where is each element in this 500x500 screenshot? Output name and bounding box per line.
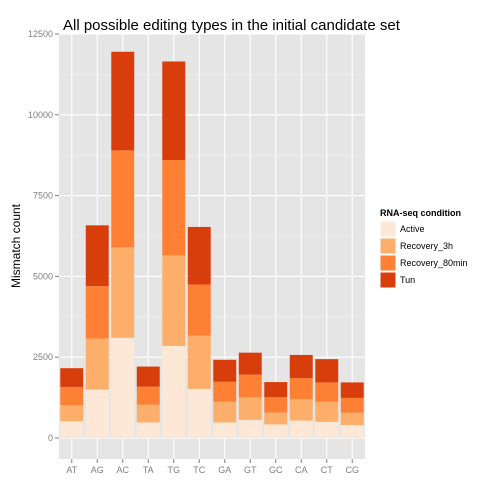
- x-tick-label: GT: [244, 465, 257, 475]
- legend-key-Recovery_3h: [379, 237, 397, 255]
- bar-TA-Recovery_80min: [136, 386, 160, 405]
- bar-TA-Active: [136, 422, 160, 438]
- bar-TC-Active: [187, 388, 211, 438]
- y-tick-label: 5000: [33, 271, 53, 281]
- bar-TG-Recovery_80min: [162, 160, 186, 256]
- bar-CT-Recovery_80min: [315, 382, 339, 402]
- chart-title: All possible editing types in the initia…: [63, 17, 401, 34]
- bar-GC-Tun: [264, 382, 288, 398]
- bar-CA-Recovery_3h: [289, 399, 313, 421]
- bar-CT-Recovery_3h: [315, 401, 339, 422]
- bar-TG-Recovery_3h: [162, 255, 186, 346]
- bar-AG-Tun: [85, 225, 109, 287]
- bar-AT-Tun: [60, 368, 84, 387]
- x-tick-label: CG: [346, 465, 360, 475]
- y-tick-label: 7500: [33, 191, 53, 201]
- bar-AG-Recovery_3h: [85, 338, 109, 390]
- bar-CG-Active: [340, 425, 364, 438]
- legend-label: Recovery_3h: [400, 241, 453, 251]
- bar-AC-Recovery_80min: [111, 150, 135, 248]
- legend-items: Active Recovery_3h Recovery_80min Tun: [379, 220, 468, 289]
- bar-GT-Recovery_80min: [238, 374, 262, 398]
- bar-CA-Tun: [289, 354, 313, 379]
- bar-GA-Tun: [213, 359, 237, 382]
- x-tick-label: TA: [143, 465, 154, 475]
- bar-GA-Active: [213, 422, 237, 438]
- bar-GA-Recovery_3h: [213, 401, 237, 423]
- x-tick-label: CT: [321, 465, 333, 475]
- x-tick-label: CA: [295, 465, 308, 475]
- bar-TG-Active: [162, 345, 186, 438]
- plot-panel: [59, 34, 365, 459]
- x-axis: AT AG AC TA TG TC GA GT GC CA CT CG: [66, 459, 359, 475]
- y-axis-title: Mismatch count: [9, 203, 23, 288]
- bar-CT-Active: [315, 421, 339, 438]
- bar-AG-Recovery_80min: [85, 286, 109, 339]
- bar-CA-Active: [289, 420, 313, 438]
- bar-CT-Tun: [315, 359, 339, 383]
- bar-CG-Recovery_80min: [340, 397, 364, 413]
- bar-GA-Recovery_80min: [213, 381, 237, 402]
- bar-TG-Tun: [162, 61, 186, 161]
- y-tick-label: 2500: [33, 352, 53, 362]
- legend-label: Tun: [400, 275, 415, 285]
- bar-TC-Recovery_80min: [187, 284, 211, 336]
- y-tick-label: 10000: [28, 110, 53, 120]
- bar-TC-Recovery_3h: [187, 335, 211, 389]
- x-tick-label: AT: [66, 465, 77, 475]
- x-tick-label: AG: [91, 465, 104, 475]
- legend: RNA-seq condition Active Recovery_3h Recov…: [379, 208, 468, 289]
- x-tick-label: AC: [116, 465, 129, 475]
- bar-GC-Active: [264, 424, 288, 438]
- legend-label: Recovery_80min: [400, 258, 468, 268]
- bar-CA-Recovery_80min: [289, 378, 313, 400]
- legend-title: RNA-seq condition: [380, 208, 461, 218]
- bar-AC-Tun: [111, 51, 135, 151]
- legend-key-Active: [379, 220, 397, 238]
- x-tick-label: TG: [168, 465, 181, 475]
- bar-AT-Recovery_80min: [60, 386, 84, 406]
- bar-AC-Active: [111, 337, 135, 438]
- legend-key-Tun: [379, 271, 397, 289]
- bar-GC-Recovery_80min: [264, 397, 288, 413]
- bar-GT-Active: [238, 419, 262, 438]
- y-tick-label: 0: [48, 433, 53, 443]
- bar-GT-Tun: [238, 352, 262, 375]
- bar-GC-Recovery_3h: [264, 412, 288, 425]
- bar-CG-Tun: [340, 382, 364, 398]
- bar-AG-Active: [85, 389, 109, 438]
- bar-AT-Active: [60, 421, 84, 438]
- bar-TC-Tun: [187, 226, 211, 285]
- y-tick-label: 12500: [28, 29, 53, 39]
- bar-TA-Recovery_3h: [136, 404, 160, 423]
- legend-label: Active: [400, 224, 425, 234]
- x-tick-label: GC: [269, 465, 283, 475]
- bar-GT-Recovery_3h: [238, 397, 262, 420]
- x-tick-label: GA: [218, 465, 231, 475]
- x-tick-label: TC: [193, 465, 205, 475]
- y-axis: 0 2500 5000 7500 10000 12500: [28, 29, 59, 443]
- bar-AT-Recovery_3h: [60, 405, 84, 422]
- legend-key-Recovery_80min: [379, 254, 397, 272]
- bars: [60, 51, 364, 438]
- bar-TA-Tun: [136, 366, 160, 387]
- minor-gridlines: [59, 74, 365, 398]
- bar-AC-Recovery_3h: [111, 247, 135, 338]
- bar-CG-Recovery_3h: [340, 412, 364, 426]
